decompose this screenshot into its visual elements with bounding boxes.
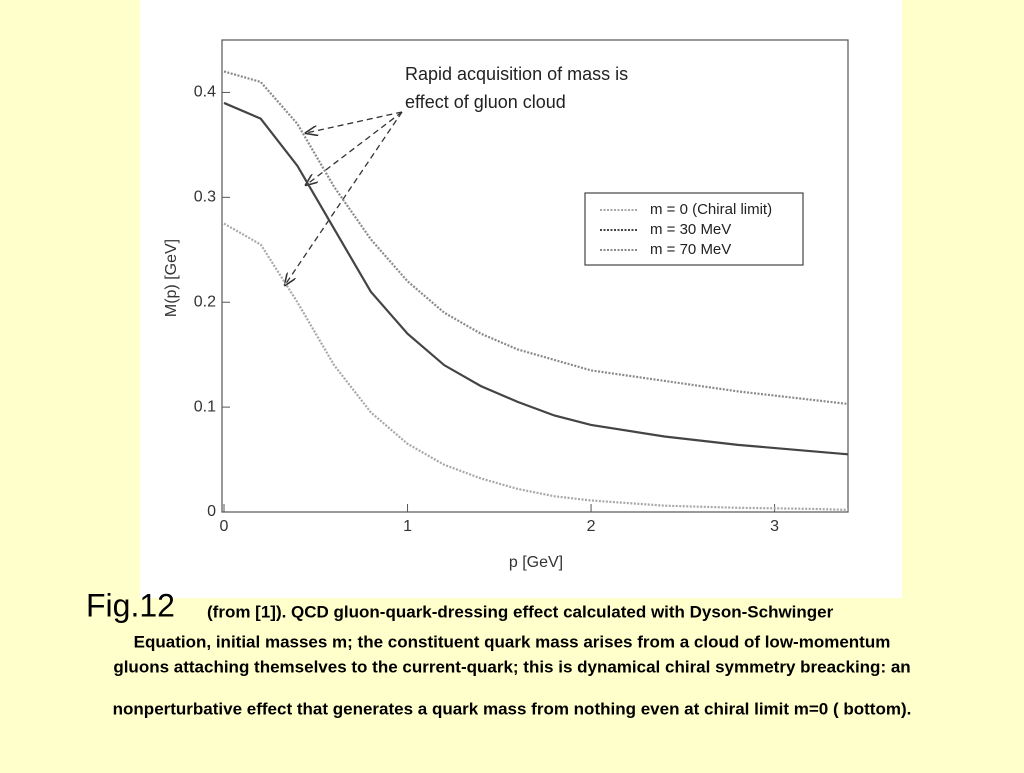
x-tick-label: 3 bbox=[770, 518, 779, 535]
legend-label: m = 0 (Chiral limit) bbox=[650, 201, 772, 218]
arrow bbox=[306, 111, 403, 133]
arrow bbox=[285, 111, 403, 285]
caption-line: gluons attaching themselves to the curre… bbox=[113, 657, 910, 676]
caption-line: (from [1]). QCD gluon-quark-dressing eff… bbox=[207, 602, 834, 621]
x-axis-label: p [GeV] bbox=[509, 554, 563, 571]
y-tick-label: 0.4 bbox=[194, 84, 216, 101]
legend-label: m = 70 MeV bbox=[650, 241, 731, 258]
y-axis-label: M(p) [GeV] bbox=[163, 239, 180, 317]
y-tick-label: 0 bbox=[207, 503, 216, 520]
series-line bbox=[223, 70, 849, 406]
caption-line: nonperturbative effect that generates a … bbox=[113, 699, 912, 718]
series-line bbox=[223, 101, 849, 456]
y-tick-label: 0.2 bbox=[194, 293, 216, 310]
x-tick-label: 1 bbox=[403, 518, 412, 535]
arrow bbox=[306, 111, 403, 185]
annotation: effect of gluon cloud bbox=[405, 92, 566, 112]
y-tick-label: 0.1 bbox=[194, 398, 216, 415]
caption-line: Equation, initial masses m; the constitu… bbox=[134, 632, 891, 651]
plot-frame bbox=[221, 39, 849, 513]
caption-label: Fig.12 bbox=[86, 587, 175, 623]
y-tick-label: 0.3 bbox=[194, 189, 216, 206]
annotation: Rapid acquisition of mass is bbox=[405, 64, 628, 84]
series-line bbox=[223, 222, 849, 512]
x-tick-label: 2 bbox=[587, 518, 596, 535]
annotation-arrows bbox=[285, 111, 403, 285]
legend-label: m = 30 MeV bbox=[650, 221, 731, 238]
x-tick-label: 0 bbox=[220, 518, 229, 535]
figure-panel bbox=[140, 0, 902, 598]
